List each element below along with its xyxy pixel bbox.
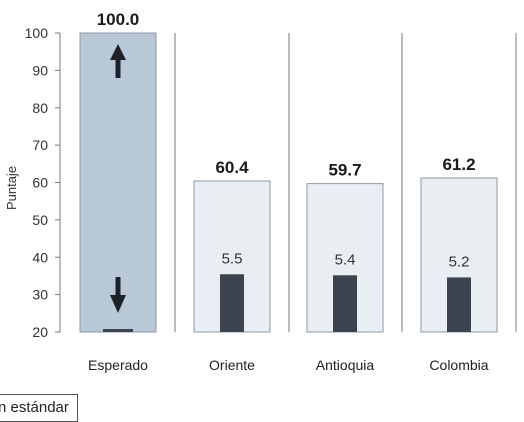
y-tick-label: 90 (32, 62, 48, 78)
bar-value-label: 100.0 (97, 10, 140, 29)
y-tick-label: 60 (32, 175, 48, 191)
data-labels: 100.0 60.4 5.5 59.7 5.4 61.2 5.2 (97, 10, 476, 270)
arrow-down-icon (110, 295, 126, 313)
bar-value-label: 59.7 (328, 161, 361, 180)
x-category-label: Antioquia (316, 357, 375, 373)
x-category-label: Esperado (88, 357, 148, 373)
bar-std-dev (447, 277, 471, 332)
arrow-up-icon-shaft (115, 59, 121, 78)
x-category-label: Colombia (429, 357, 488, 373)
legend-item-standard-deviation: n estándar (0, 394, 78, 422)
y-tick-label: 70 (32, 137, 48, 153)
bars (79, 32, 498, 333)
std-dev-value-label: 5.2 (449, 253, 470, 270)
std-dev-value-label: 5.5 (222, 250, 243, 267)
arrow-up-icon (110, 44, 126, 60)
y-tick-label: 30 (32, 287, 48, 303)
bar-std-dev (103, 329, 133, 332)
bar-value-label: 60.4 (215, 158, 249, 177)
y-tick-label: 100 (25, 25, 49, 41)
arrows (110, 44, 126, 313)
bar-std-dev (333, 275, 357, 332)
y-tick-label: 40 (32, 249, 48, 265)
y-tick-label: 80 (32, 100, 48, 116)
x-category-label: Oriente (209, 357, 255, 373)
y-tick-label: 20 (32, 324, 48, 340)
std-dev-value-label: 5.4 (335, 251, 356, 268)
bar-value-label: 61.2 (442, 155, 475, 174)
y-axis: 20 30 40 50 60 70 80 90 100 (25, 25, 61, 340)
category-separators (174, 33, 517, 332)
x-axis-labels: Esperado Oriente Antioquia Colombia (88, 357, 489, 373)
arrow-down-icon-shaft (115, 277, 121, 297)
y-tick-label: 50 (32, 212, 48, 228)
legend-label: n estándar (0, 399, 69, 416)
y-axis-label: Puntaje (4, 166, 19, 210)
bar-std-dev (220, 274, 244, 332)
